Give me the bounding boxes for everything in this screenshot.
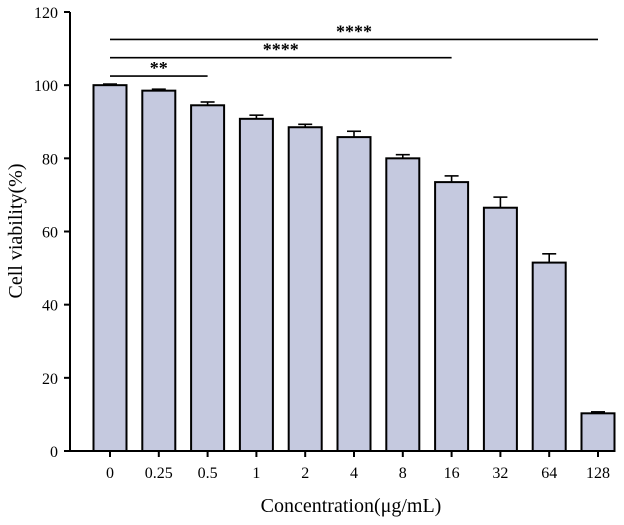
- y-tick-label: 60: [42, 225, 58, 242]
- x-tick-label: 0: [106, 465, 114, 482]
- bar: [482, 206, 518, 452]
- bar: [434, 181, 470, 453]
- y-tick-label: 100: [34, 78, 58, 95]
- x-tick-label: 0.25: [145, 465, 173, 482]
- bar: [141, 89, 177, 452]
- bar: [287, 126, 323, 453]
- x-tick-label: 0.5: [198, 465, 218, 482]
- x-tick-label: 4: [350, 465, 358, 482]
- x-tick-label: 1: [252, 465, 260, 482]
- y-tick-label: 120: [34, 5, 58, 22]
- bars: [92, 84, 616, 453]
- significance-label: ****: [336, 21, 372, 41]
- bar: [92, 84, 128, 453]
- significance-brackets: **********: [110, 21, 598, 78]
- ticks: 0 20 40 60 80 100 120 0 0.25 0.5 1 2 4 8 16 32 64 128: [34, 5, 610, 482]
- bar: [531, 261, 567, 452]
- y-axis-title: Cell viability(%): [5, 164, 27, 299]
- bar: [580, 412, 616, 452]
- bar: [336, 136, 372, 453]
- x-axis-title: Concentration(μg/mL): [261, 495, 442, 517]
- error-bars: [103, 83, 605, 414]
- bar: [190, 104, 226, 452]
- x-tick-label: 2: [301, 465, 309, 482]
- y-tick-label: 20: [42, 371, 58, 388]
- x-tick-label: 32: [492, 465, 508, 482]
- x-tick-label: 128: [586, 465, 610, 482]
- significance-label: **: [150, 58, 168, 78]
- x-tick-label: 16: [444, 465, 460, 482]
- y-tick-label: 80: [42, 151, 58, 168]
- y-tick-label: 0: [50, 444, 58, 461]
- significance-label: ****: [263, 40, 299, 60]
- x-tick-label: 8: [399, 465, 407, 482]
- x-tick-label: 64: [541, 465, 557, 482]
- bar: [238, 117, 274, 452]
- bar: [385, 157, 421, 452]
- y-tick-label: 40: [42, 298, 58, 315]
